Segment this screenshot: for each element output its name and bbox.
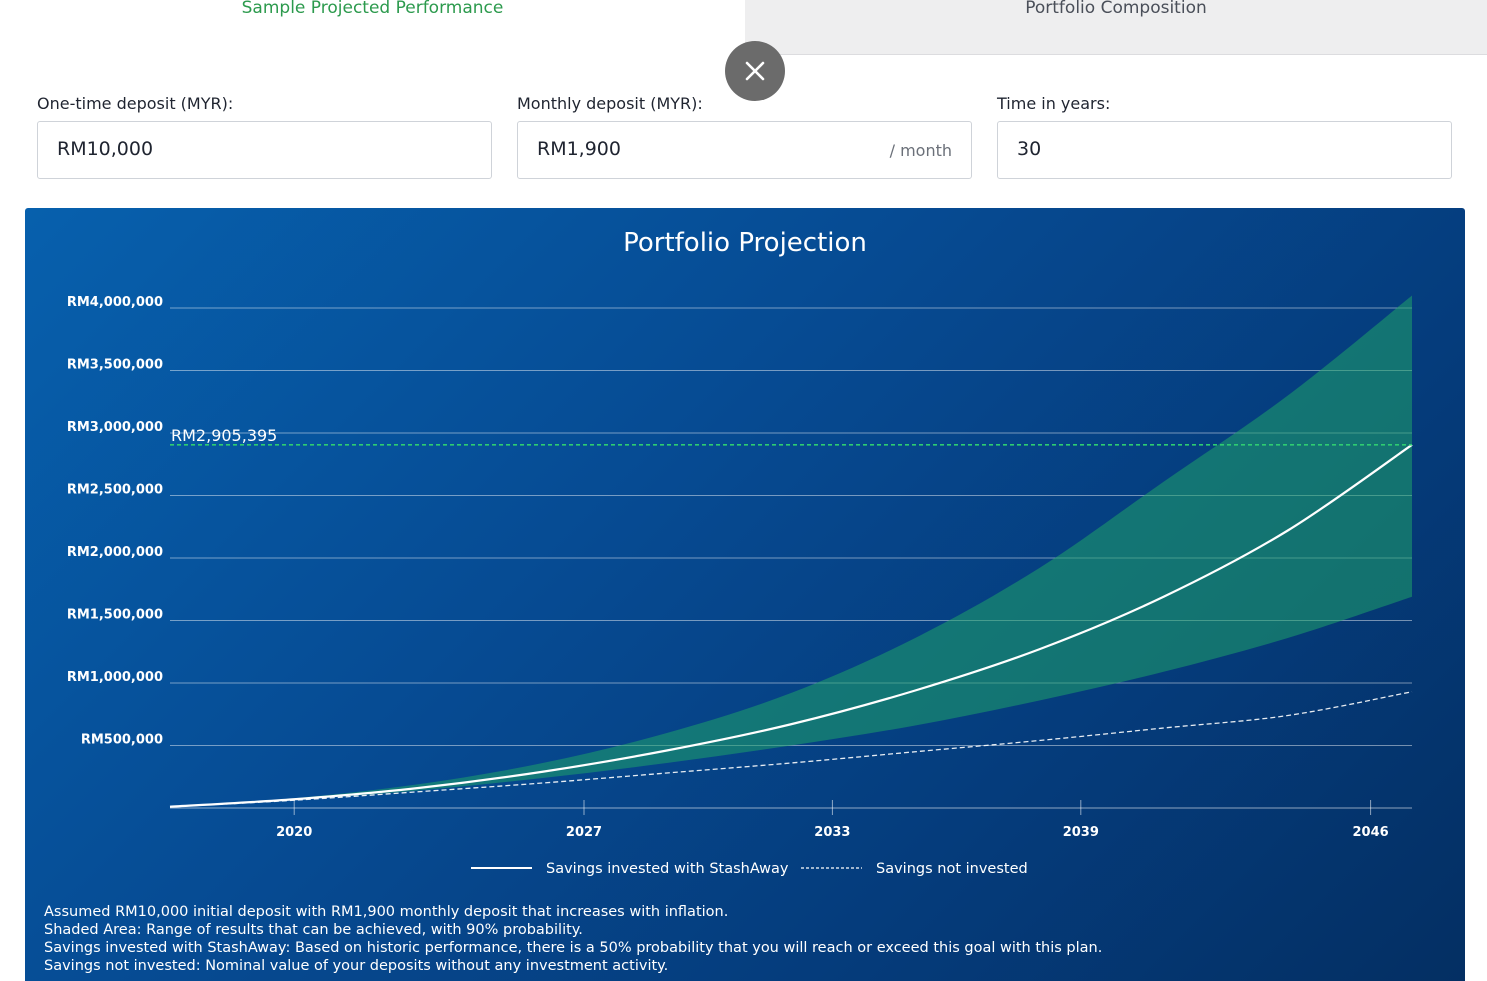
y-tick-label: RM2,500,000 — [67, 483, 163, 498]
x-tick-label: 2033 — [814, 825, 850, 840]
y-tick-label: RM2,000,000 — [67, 545, 163, 560]
monthly-deposit-label: Monthly deposit (MYR): — [517, 94, 703, 113]
y-tick-label: RM3,500,000 — [67, 358, 163, 373]
tab-sample-projected-performance[interactable]: Sample Projected Performance — [0, 0, 745, 55]
chart-title: Portfolio Projection — [623, 228, 867, 258]
monthly-deposit-input[interactable]: RM1,900 / month — [517, 121, 972, 179]
savings-invested-line — [169, 443, 1413, 808]
footnotes: Assumed RM10,000 initial deposit with RM… — [44, 903, 1102, 975]
legend-not-invested-label: Savings not invested — [876, 861, 1028, 877]
footnote-invested: Savings invested with StashAway: Based o… — [44, 940, 1103, 956]
close-button[interactable] — [725, 41, 785, 101]
savings-not-invested-line — [169, 691, 1413, 808]
footnote-shaded-area: Shaded Area: Range of results that can b… — [44, 922, 583, 938]
tab-label: Sample Projected Performance — [241, 0, 504, 18]
y-tick-label: RM3,000,000 — [67, 420, 163, 435]
x-tick-label: 2027 — [566, 825, 602, 840]
time-in-years-value: 30 — [1017, 138, 1042, 160]
tab-bar: Sample Projected Performance Portfolio C… — [0, 0, 1487, 55]
tab-label: Portfolio Composition — [1025, 0, 1207, 18]
time-in-years-label: Time in years: — [997, 94, 1111, 113]
one-time-deposit-input[interactable]: RM10,000 — [37, 121, 492, 179]
goal-label: RM2,905,395 — [171, 426, 277, 445]
portfolio-projection-panel: Portfolio Projection RM500,000 RM1,000,00… — [25, 208, 1465, 981]
one-time-deposit-value: RM10,000 — [57, 138, 154, 160]
monthly-deposit-value: RM1,900 — [537, 138, 621, 160]
close-icon — [745, 61, 765, 81]
probability-band — [170, 295, 1412, 807]
y-tick-label: RM1,500,000 — [67, 608, 163, 623]
y-tick-label: RM4,000,000 — [67, 295, 163, 310]
time-in-years-input[interactable]: 30 — [997, 121, 1452, 179]
x-tick-label: 2039 — [1063, 825, 1099, 840]
monthly-deposit-suffix: / month — [889, 141, 952, 160]
x-tick-label: 2020 — [276, 825, 312, 840]
y-tick-label: RM500,000 — [81, 733, 163, 748]
tab-portfolio-composition[interactable]: Portfolio Composition — [745, 0, 1487, 55]
x-tick-label: 2046 — [1353, 825, 1389, 840]
y-tick-label: RM1,000,000 — [67, 670, 163, 685]
footnote-not-invested: Savings not invested: Nominal value of y… — [44, 958, 669, 974]
legend-invested-label: Savings invested with StashAway — [546, 861, 789, 877]
one-time-deposit-label: One-time deposit (MYR): — [37, 94, 234, 113]
footnote-assumption: Assumed RM10,000 initial deposit with RM… — [44, 904, 729, 920]
projection-chart: RM500,000 RM1,000,000 RM1,500,000 RM2,000,0… — [67, 295, 1413, 877]
